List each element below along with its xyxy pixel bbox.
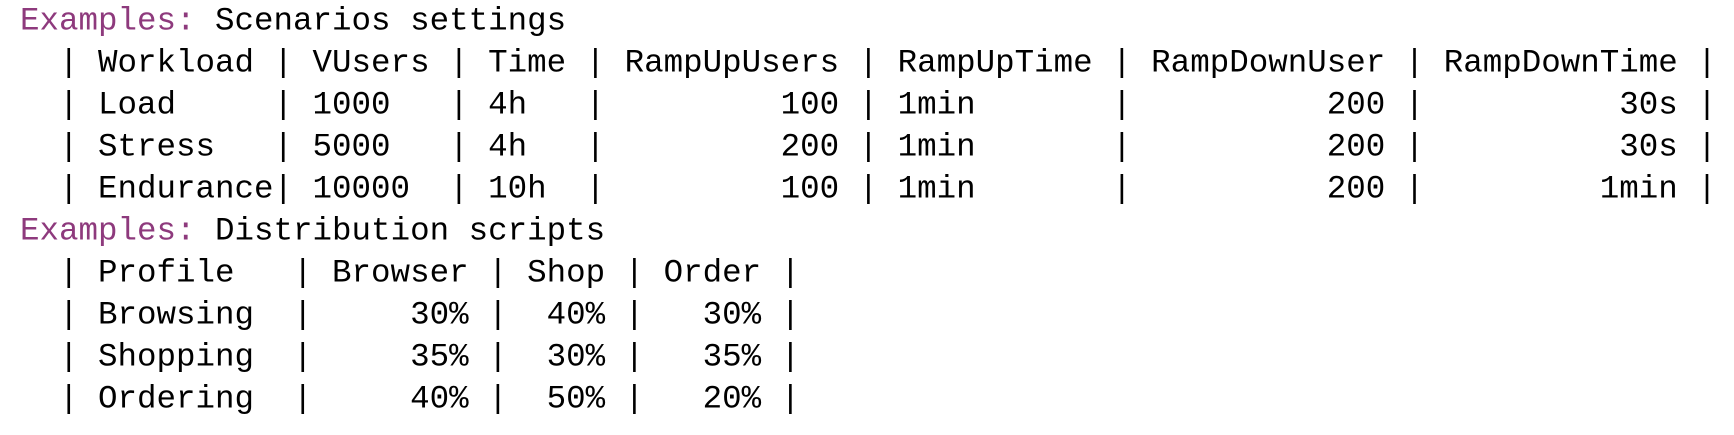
svg-text:| Profile | Browser | Shop |: | Profile | Browser | Shop | Order | xyxy=(20,255,800,292)
svg-text:Examples: Scenarios settings: Examples: Scenarios settings xyxy=(20,3,566,40)
svg-text:| Endurance| 10000 | 10h |: | Endurance| 10000 | 10h | 100 | 1min | … xyxy=(20,171,1717,208)
svg-text:| Shopping | 35% | 30% |: | Shopping | 35% | 30% | 35% | xyxy=(20,339,800,376)
svg-text:| Browsing | 30% | 40% |: | Browsing | 30% | 40% | 30% | xyxy=(20,297,800,334)
svg-text:| Workload | VUsers | Time | R: | Workload | VUsers | Time | RampUpUsers… xyxy=(20,45,1717,82)
svg-text:Examples: Distribution scripts: Examples: Distribution scripts xyxy=(20,213,605,250)
svg-text:| Stress | 5000 | 4h |: | Stress | 5000 | 4h | 200 | 1min | 200 … xyxy=(20,129,1717,166)
svg-text:| Ordering | 40% | 50% |: | Ordering | 40% | 50% | 20% | xyxy=(20,381,800,418)
svg-text:| Load | 1000 | 4h |: | Load | 1000 | 4h | 100 | 1min | 200 | … xyxy=(20,87,1717,124)
